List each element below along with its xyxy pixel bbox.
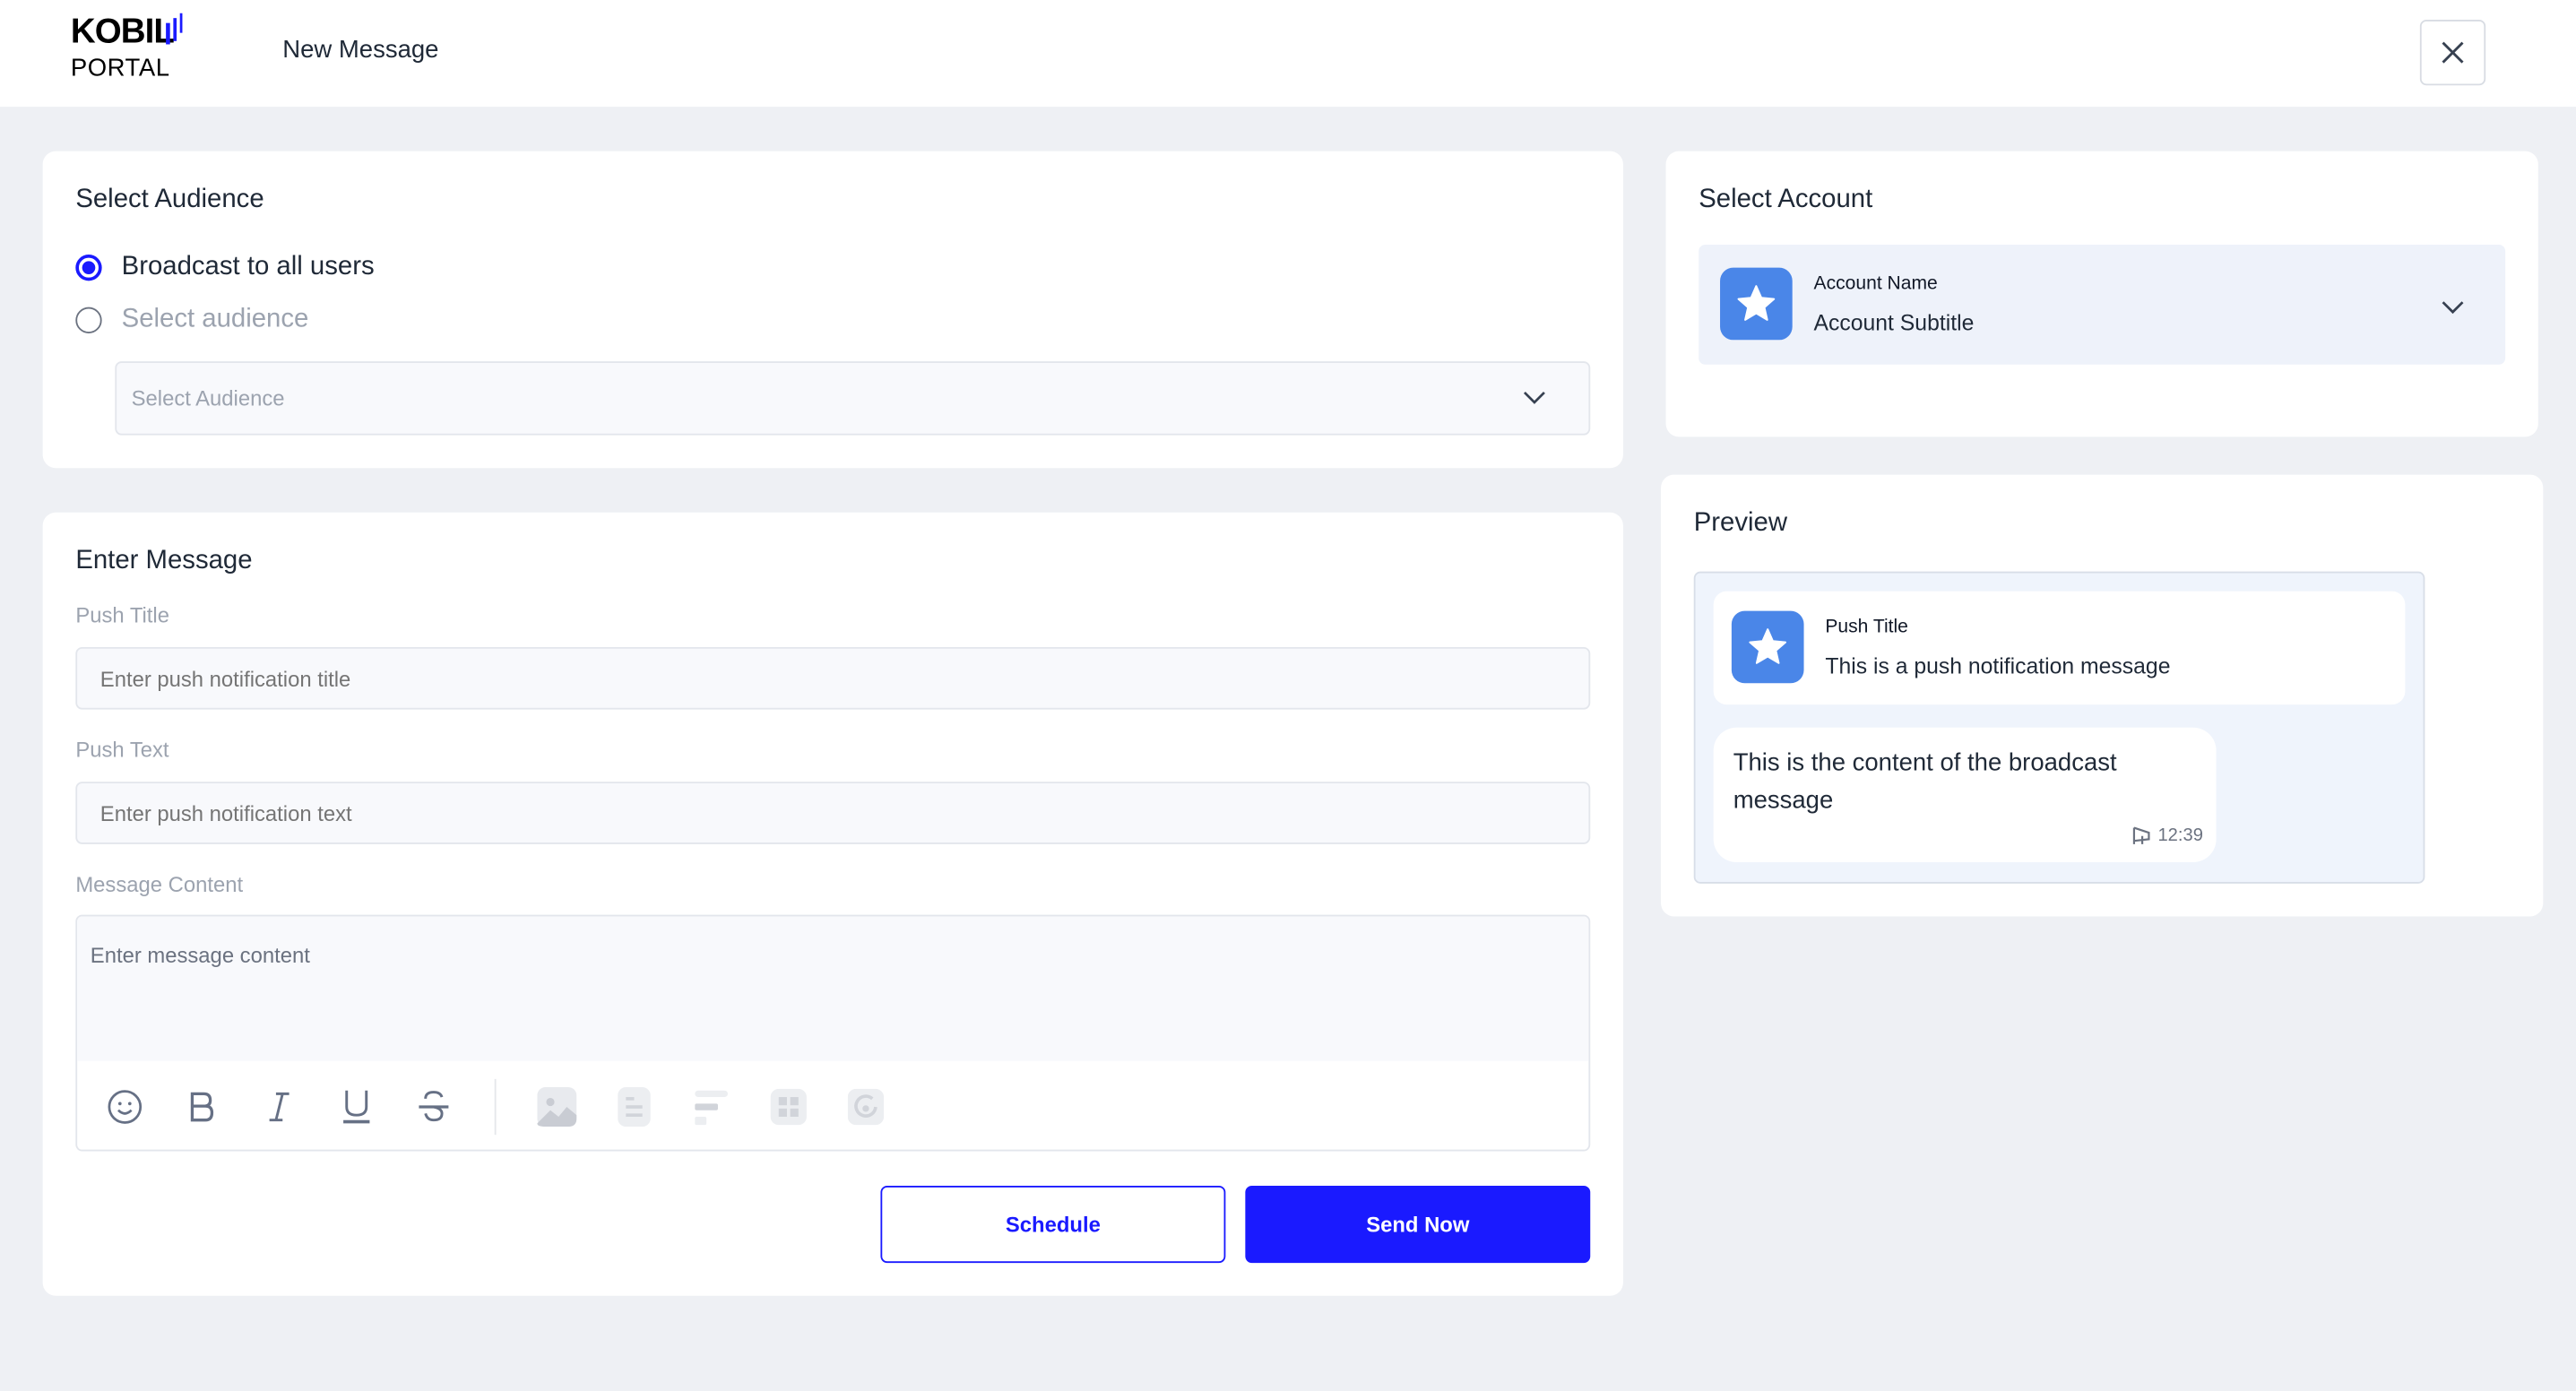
radio-label: Select audience: [121, 305, 309, 333]
bold-icon[interactable]: [182, 1087, 221, 1127]
push-title-label: Push Title: [75, 602, 169, 627]
message-meta: 12:39: [2133, 826, 2203, 846]
account-subtitle: Account Subtitle: [1813, 310, 1975, 335]
preview-frame: Push Title This is a push notification m…: [1693, 571, 2425, 884]
align-icon[interactable]: [692, 1087, 731, 1127]
message-time: 12:39: [2157, 825, 2203, 846]
list-icon[interactable]: [615, 1087, 654, 1127]
logo-subtext: PORTAL: [70, 54, 170, 82]
toolbar-divider: [494, 1078, 497, 1136]
radio-unchecked-icon[interactable]: [75, 307, 102, 333]
star-icon: [1749, 628, 1787, 664]
page-title: New Message: [282, 36, 439, 65]
message-content: This is the content of the broadcast mes…: [1733, 748, 2117, 815]
dropdown-placeholder: Select Audience: [131, 385, 285, 411]
section-heading: Select Account: [1699, 186, 1873, 214]
emoji-icon[interactable]: [105, 1087, 144, 1127]
logo-text: KOBIL: [70, 13, 175, 51]
select-account-card: Select Account Account Name Account Subt…: [1665, 151, 2538, 437]
close-button[interactable]: [2419, 19, 2486, 86]
preview-card: Preview Push Title This is a push notifi…: [1661, 474, 2544, 917]
section-heading: Select Audience: [75, 186, 264, 214]
message-bubble: This is the content of the broadcast mes…: [1713, 727, 2217, 863]
message-content-textarea[interactable]: Enter message content: [77, 916, 1589, 1061]
push-title-input[interactable]: [75, 646, 1591, 710]
strikethrough-icon[interactable]: [414, 1087, 454, 1127]
image-icon[interactable]: [537, 1087, 577, 1127]
italic-icon[interactable]: [260, 1087, 299, 1127]
underline-icon[interactable]: [337, 1087, 376, 1127]
push-text-label: Push Text: [75, 737, 169, 763]
close-icon: [2442, 41, 2464, 64]
radio-broadcast-all[interactable]: Broadcast to all users: [75, 253, 375, 282]
app-icon: [1731, 610, 1804, 684]
radio-select-audience[interactable]: Select audience: [75, 306, 308, 335]
push-text: This is a push notification message: [1825, 653, 2171, 678]
enter-message-card: Enter Message Push Title Push Text Messa…: [42, 512, 1623, 1296]
select-audience-card: Select Audience Broadcast to all users S…: [42, 151, 1623, 469]
push-text-input[interactable]: [75, 782, 1591, 844]
radio-checked-icon[interactable]: [75, 255, 102, 281]
section-heading: Enter Message: [75, 547, 253, 575]
send-now-button[interactable]: Send Now: [1245, 1185, 1591, 1264]
top-bar: KOBIL PORTAL New Message: [0, 0, 2576, 108]
megaphone-icon: [2133, 826, 2151, 844]
grid-icon[interactable]: [769, 1087, 808, 1127]
refresh-icon[interactable]: [846, 1087, 886, 1127]
star-icon: [1737, 285, 1776, 321]
push-title: Push Title: [1825, 617, 1908, 637]
logo-bars-icon: [166, 13, 183, 45]
account-name: Account Name: [1813, 274, 1938, 294]
section-heading: Preview: [1693, 509, 1788, 538]
schedule-button[interactable]: Schedule: [880, 1185, 1226, 1264]
message-editor: Enter message content: [75, 914, 1591, 1152]
editor-toolbar: [77, 1061, 1588, 1150]
chevron-down-icon: [2442, 301, 2464, 315]
account-avatar: [1720, 267, 1793, 341]
radio-label: Broadcast to all users: [121, 253, 375, 281]
message-content-label: Message Content: [75, 872, 244, 897]
audience-dropdown[interactable]: Select Audience: [115, 361, 1591, 436]
chevron-down-icon: [1523, 391, 1545, 404]
account-dropdown[interactable]: Account Name Account Subtitle: [1699, 245, 2506, 365]
push-notification-preview: Push Title This is a push notification m…: [1713, 591, 2406, 705]
